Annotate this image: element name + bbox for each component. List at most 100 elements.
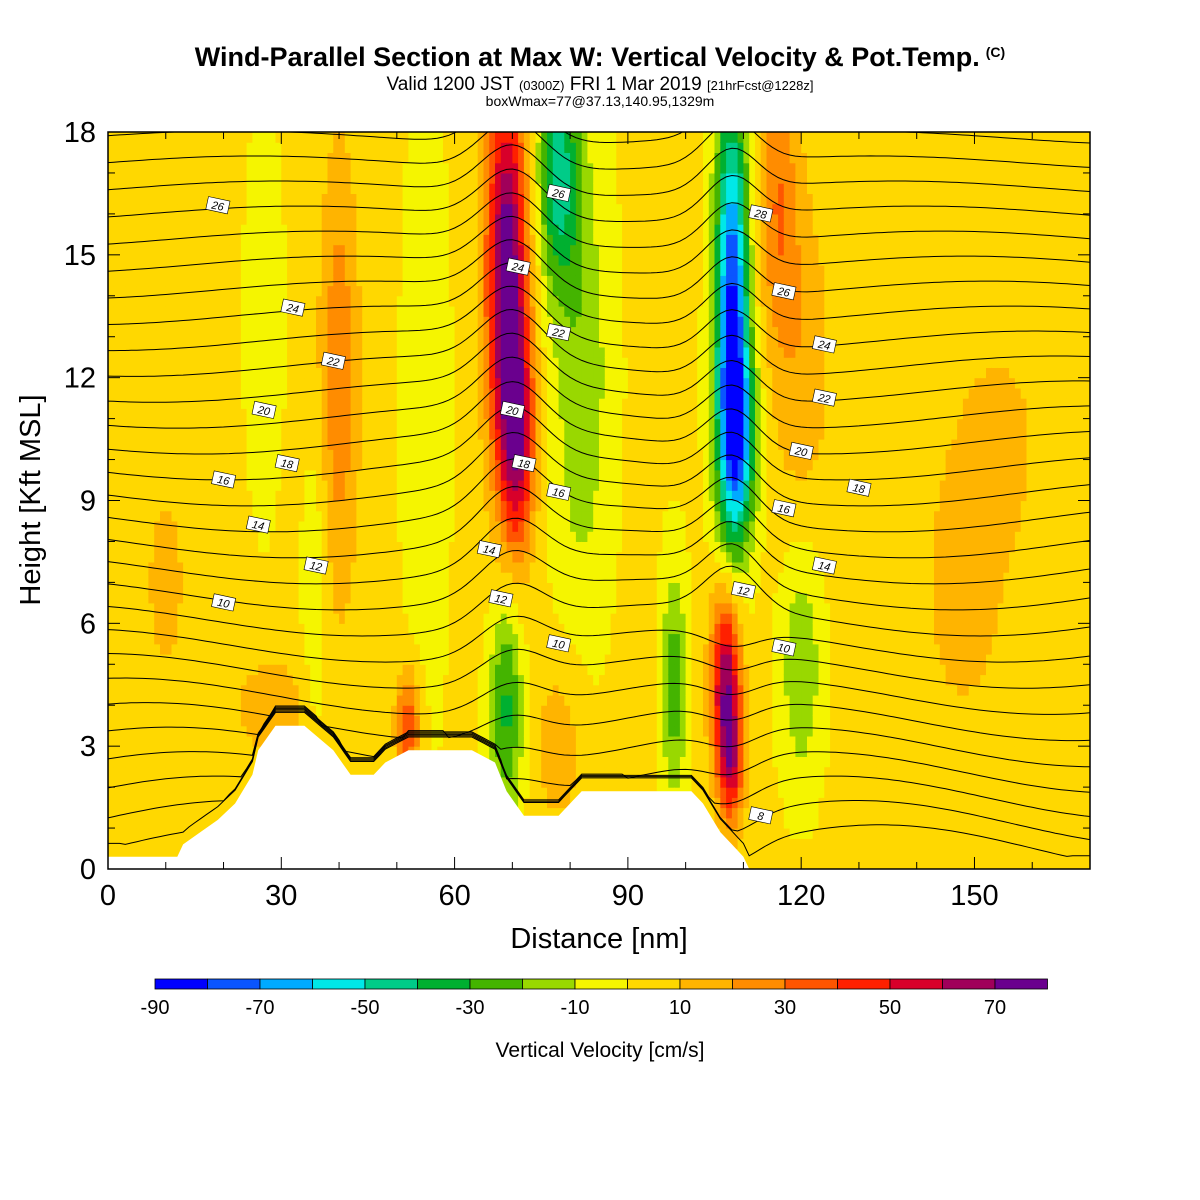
w-cell (177, 561, 184, 573)
w-cell (258, 449, 265, 461)
w-cell (483, 510, 490, 522)
w-cell (229, 582, 236, 594)
w-cell (460, 572, 467, 583)
w-cell (489, 275, 496, 287)
w-cell (471, 162, 479, 174)
w-cell (414, 592, 421, 604)
w-cell (425, 643, 433, 655)
w-cell (489, 480, 496, 491)
w-cell (113, 224, 121, 235)
w-cell (235, 449, 242, 461)
w-cell (240, 521, 248, 532)
w-cell (466, 521, 473, 532)
w-cell (154, 602, 161, 614)
w-cell (154, 643, 161, 655)
w-cell (495, 162, 502, 174)
w-cell (292, 142, 300, 153)
w-cell (136, 510, 144, 522)
w-cell (177, 326, 184, 338)
w-cell (367, 203, 375, 215)
w-cell (333, 459, 340, 471)
w-cell (229, 449, 236, 461)
w-cell (477, 746, 485, 757)
w-cell (304, 183, 311, 194)
w-cell (287, 234, 294, 246)
w-cell (252, 674, 259, 686)
w-cell (269, 459, 277, 471)
w-cell (425, 203, 433, 215)
w-cell (339, 684, 346, 696)
w-cell (154, 224, 161, 235)
w-cell (148, 592, 155, 604)
w-cell (229, 654, 236, 665)
w-cell (281, 654, 288, 665)
w-cell (437, 674, 444, 686)
w-cell (379, 705, 386, 716)
w-cell (217, 183, 225, 194)
w-cell (437, 449, 444, 461)
w-cell (419, 633, 427, 645)
w-cell (448, 132, 456, 143)
w-cell (108, 367, 115, 379)
w-cell (200, 551, 207, 563)
w-cell (108, 787, 115, 798)
w-cell (466, 715, 473, 727)
w-cell (148, 183, 155, 194)
w-cell (142, 285, 150, 297)
w-cell (125, 654, 132, 665)
w-cell (246, 213, 253, 225)
w-cell (443, 254, 450, 266)
w-cell (113, 684, 121, 696)
w-cell (379, 715, 386, 727)
w-cell (298, 643, 305, 655)
w-cell (356, 480, 363, 491)
w-cell (154, 551, 161, 563)
w-cell (235, 152, 242, 164)
w-cell (356, 142, 363, 153)
w-cell (373, 500, 381, 512)
w-cell (206, 398, 213, 409)
w-cell (466, 162, 473, 174)
w-cell (454, 592, 461, 604)
w-cell (136, 316, 144, 328)
w-cell (281, 224, 288, 235)
w-cell (500, 654, 508, 665)
w-cell (148, 500, 155, 512)
w-cell (125, 746, 132, 757)
w-cell (327, 602, 334, 614)
w-cell (333, 725, 340, 737)
w-cell (142, 500, 150, 512)
w-cell (125, 469, 132, 481)
w-cell (229, 244, 236, 256)
w-cell (113, 725, 121, 737)
w-cell (188, 541, 196, 553)
w-cell (431, 715, 438, 727)
w-cell (385, 295, 392, 307)
w-cell (344, 439, 352, 450)
w-cell (125, 592, 132, 604)
w-cell (321, 500, 329, 512)
w-cell (165, 500, 173, 512)
w-cell (408, 357, 415, 368)
w-cell (246, 613, 253, 624)
w-cell (500, 244, 508, 256)
w-cell (200, 408, 207, 420)
w-cell (287, 633, 294, 645)
w-cell (379, 428, 386, 440)
w-cell (437, 408, 444, 420)
w-cell (119, 244, 126, 256)
w-cell (483, 449, 490, 461)
w-cell (108, 357, 115, 368)
w-cell (258, 643, 265, 655)
w-cell (402, 582, 409, 594)
w-cell (333, 695, 340, 706)
w-cell (177, 162, 184, 174)
w-cell (362, 244, 369, 256)
w-cell (304, 684, 311, 696)
w-cell (356, 500, 363, 512)
w-cell (500, 531, 508, 542)
w-cell (373, 695, 381, 706)
w-cell (217, 326, 225, 338)
w-cell (362, 203, 369, 215)
w-cell (327, 265, 334, 276)
